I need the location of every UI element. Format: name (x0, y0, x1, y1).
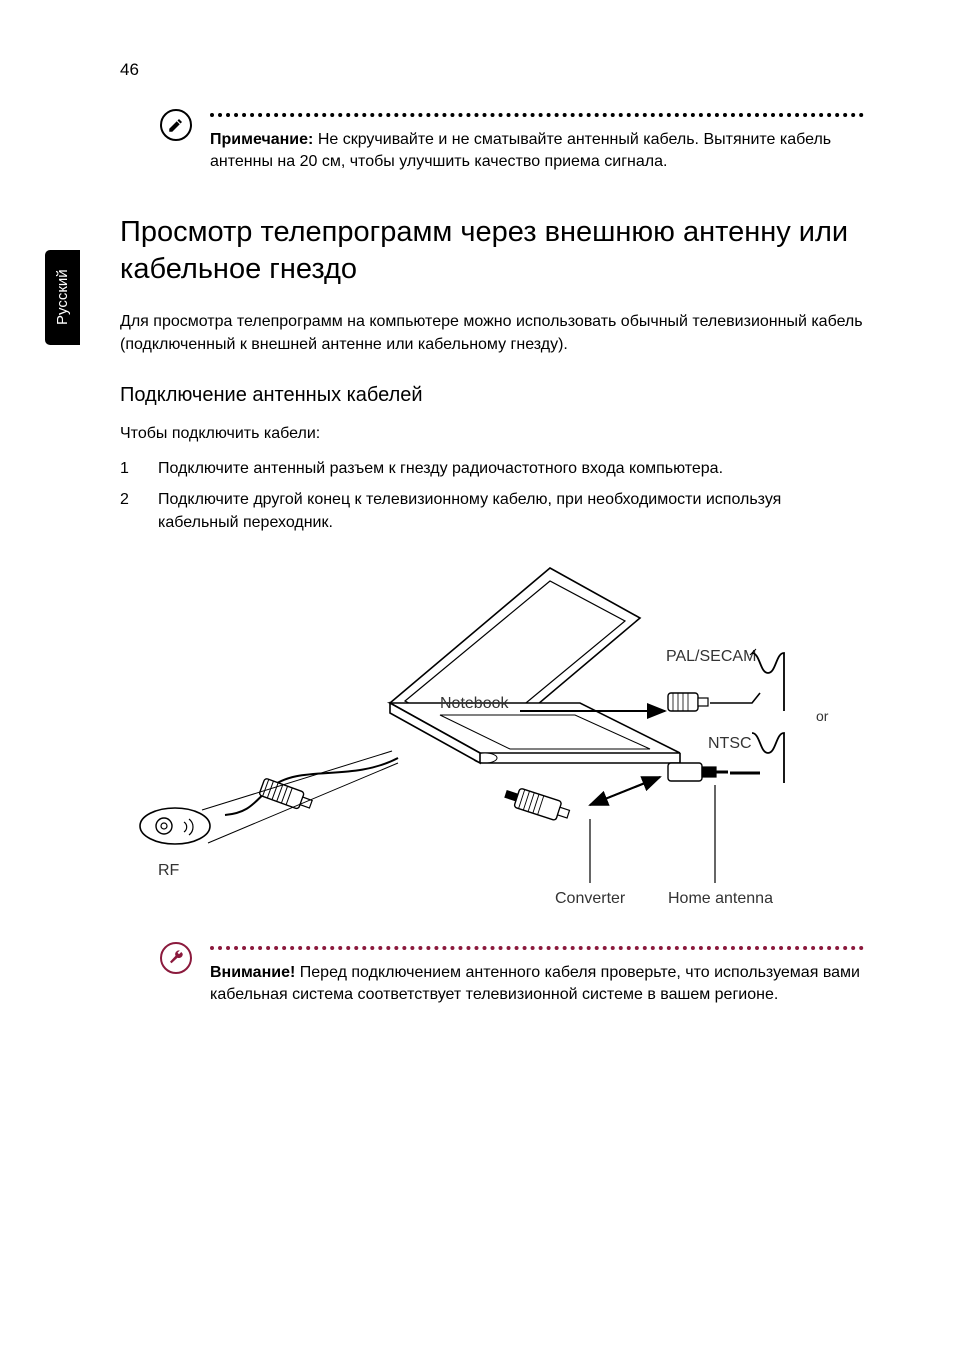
section-body: Для просмотра телепрограмм на компьютере… (120, 311, 864, 356)
page-number: 46 (120, 60, 139, 80)
laptop-icon (390, 568, 680, 763)
note-divider (210, 113, 864, 117)
step-number: 2 (120, 488, 158, 534)
label-ntsc: NTSC (708, 735, 752, 752)
step-row: 1 Подключите антенный разъем к гнезду ра… (120, 457, 864, 480)
label-converter: Converter (555, 890, 626, 907)
warning-block: Внимание! Перед подключением антенного к… (120, 946, 864, 1007)
page-content: Примечание: Не скручивайте и не сматывай… (120, 105, 864, 1046)
converter-icon (502, 784, 571, 823)
step-list: 1 Подключите антенный разъем к гнезду ра… (120, 457, 864, 535)
section-heading: Просмотр телепрограмм через внешнюю анте… (120, 214, 864, 289)
label-notebook: Notebook (440, 695, 509, 712)
label-pal: PAL/SECAM (666, 648, 756, 665)
ntsc-plug-icon (668, 763, 728, 781)
step-number: 1 (120, 457, 158, 480)
intro-line: Чтобы подключить кабели: (120, 425, 864, 443)
rf-connector-icon (259, 778, 314, 813)
rf-port-icon (140, 808, 210, 844)
sub-heading: Подключение антенных кабелей (120, 384, 864, 407)
pencil-icon (160, 109, 192, 141)
pal-plug-icon (668, 693, 708, 711)
label-home-antenna: Home antenna (668, 890, 773, 907)
label-rf: RF (158, 862, 180, 879)
warning-body: Перед подключением антенного кабеля пров… (210, 964, 860, 1003)
note-text: Примечание: Не скручивайте и не сматывай… (210, 129, 864, 174)
warning-divider (210, 946, 864, 950)
label-or: or (816, 708, 829, 724)
step-text: Подключите антенный разъем к гнезду ради… (158, 457, 864, 480)
wrench-icon (160, 942, 192, 974)
step-text: Подключите другой конец к телевизионному… (158, 488, 864, 534)
warning-label: Внимание! (210, 964, 295, 981)
connection-diagram: Notebook RF PAL/SECAM (120, 553, 864, 923)
warning-text: Внимание! Перед подключением антенного к… (210, 962, 864, 1007)
language-tab: Русский (45, 250, 80, 345)
note-block: Примечание: Не скручивайте и не сматывай… (120, 113, 864, 174)
step-row: 2 Подключите другой конец к телевизионно… (120, 488, 864, 534)
note-label: Примечание: (210, 131, 313, 148)
